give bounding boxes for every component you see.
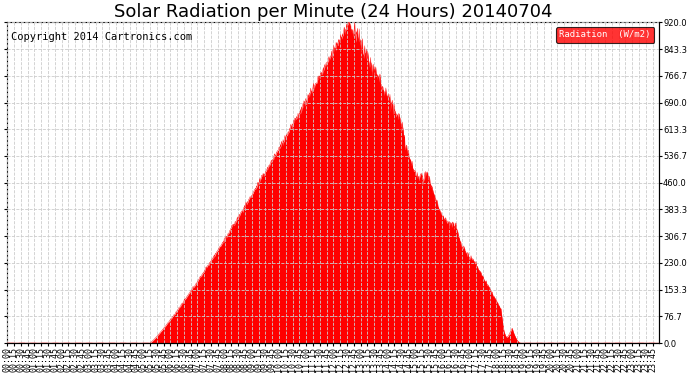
Title: Solar Radiation per Minute (24 Hours) 20140704: Solar Radiation per Minute (24 Hours) 20…: [114, 3, 553, 21]
Text: Copyright 2014 Cartronics.com: Copyright 2014 Cartronics.com: [10, 32, 192, 42]
Legend: Radiation  (W/m2): Radiation (W/m2): [556, 27, 654, 43]
